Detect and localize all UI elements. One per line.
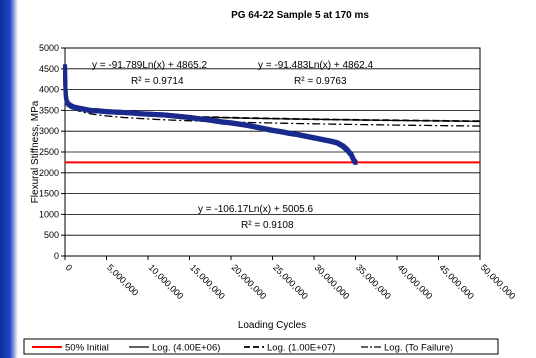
trend-equation-3: y = -106.17Ln(x) + 5005.6 <box>198 204 314 215</box>
legend-label-log-1e7: Log. (1.00E+07) <box>267 343 335 354</box>
y-tick-label: 2000 <box>39 168 59 178</box>
y-axis-label: Flexural Stiffness, MPa <box>30 100 41 203</box>
trend-equation-2: y = -91.483Ln(x) + 4862.4 <box>258 60 374 71</box>
legend: 50% Initial Log. (4.00E+06) Log. (1.00E+… <box>24 339 498 354</box>
y-tick-label: 500 <box>44 230 59 240</box>
x-axis-label: Loading Cycles <box>238 320 306 331</box>
trend-r2-3: R² = 0.9108 <box>241 220 294 231</box>
y-tick-label: 5000 <box>39 43 59 53</box>
trend-r2-1: R² = 0.9714 <box>131 76 184 87</box>
y-tick-label: 2500 <box>39 147 59 157</box>
y-tick-label: 4500 <box>39 64 59 74</box>
legend-label-initial: 50% Initial <box>65 343 109 354</box>
y-tick-label: 0 <box>54 251 59 261</box>
y-tick-label: 3500 <box>39 105 59 115</box>
data-point <box>354 160 358 165</box>
y-tick-label: 1000 <box>39 209 59 219</box>
trend-r2-2: R² = 0.9763 <box>294 76 347 87</box>
trend-equation-1: y = -91.789Ln(x) + 4865.2 <box>92 60 208 71</box>
y-tick-label: 3000 <box>39 126 59 136</box>
chart-title: PG 64-22 Sample 5 at 170 ms <box>231 10 369 21</box>
chart-area <box>20 0 536 358</box>
y-tick-label: 1500 <box>39 189 59 199</box>
y-tick-label: 4000 <box>39 85 59 95</box>
legend-label-log-4e6: Log. (4.00E+06) <box>152 343 220 354</box>
legend-label-log-failure: Log. (To Failure) <box>384 343 453 354</box>
